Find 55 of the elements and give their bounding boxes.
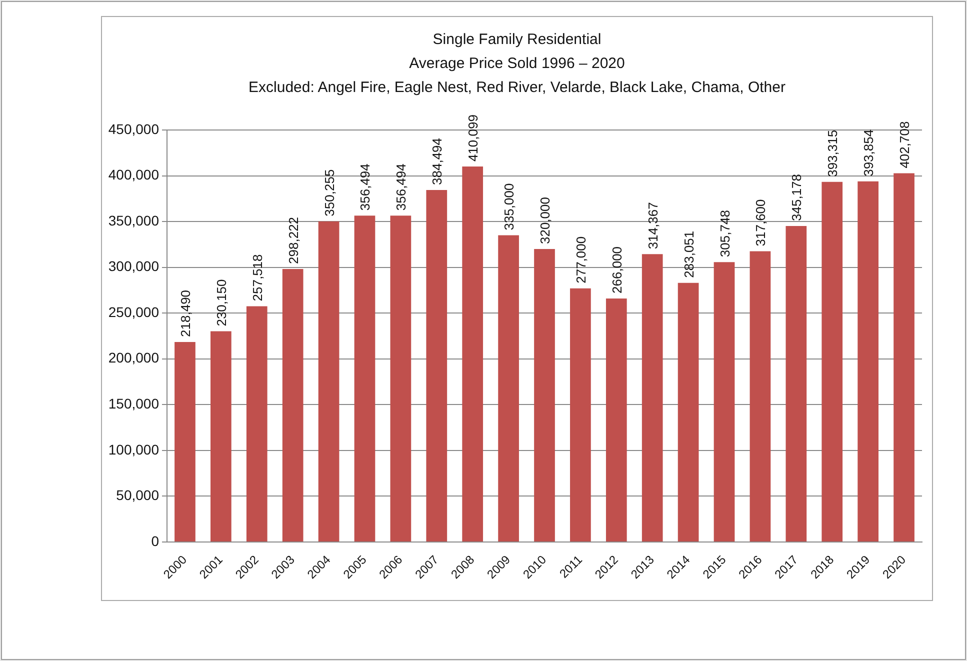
y-tick-label: 50,000 xyxy=(116,487,160,504)
data-label: 393,315 xyxy=(825,130,840,177)
y-tick-label: 150,000 xyxy=(108,396,160,412)
data-label: 345,178 xyxy=(789,174,804,221)
data-label: 277,000 xyxy=(573,236,588,284)
y-tick-label: 200,000 xyxy=(108,350,160,366)
bar xyxy=(750,251,771,542)
bar xyxy=(714,262,735,542)
bar xyxy=(606,298,627,542)
bar xyxy=(246,306,268,542)
bar xyxy=(390,216,412,542)
bar xyxy=(822,182,843,542)
data-label: 320,000 xyxy=(538,197,552,244)
bar xyxy=(858,181,878,542)
bar xyxy=(318,221,340,542)
y-tick-label: 0 xyxy=(151,532,160,549)
bar xyxy=(570,288,591,542)
bar xyxy=(174,342,196,542)
data-label: 317,600 xyxy=(753,199,768,246)
y-tick-label: 450,000 xyxy=(108,120,160,137)
data-label: 305,748 xyxy=(717,210,732,258)
y-tick-label: 350,000 xyxy=(108,212,160,228)
data-label: 335,000 xyxy=(502,183,517,230)
data-label: 230,150 xyxy=(214,279,229,326)
data-label: 410,099 xyxy=(466,114,481,162)
bar xyxy=(786,226,807,542)
data-label: 393,854 xyxy=(861,129,876,176)
bar xyxy=(354,216,376,542)
bar xyxy=(462,166,484,542)
bar xyxy=(894,173,914,542)
data-label: 314,367 xyxy=(645,202,660,250)
bar xyxy=(498,235,519,542)
data-label: 218,490 xyxy=(178,290,193,337)
data-label: 356,494 xyxy=(358,164,373,211)
data-label: 402,708 xyxy=(897,121,912,168)
y-tick-label: 400,000 xyxy=(108,166,160,183)
data-label: 356,494 xyxy=(394,164,409,211)
data-label: 283,051 xyxy=(681,230,696,278)
bar xyxy=(282,268,304,542)
data-label: 384,494 xyxy=(430,138,445,185)
data-label: 298,222 xyxy=(286,216,301,264)
data-label: 266,000 xyxy=(609,246,624,294)
bar xyxy=(534,249,555,542)
y-tick-label: 300,000 xyxy=(108,258,160,274)
bar xyxy=(210,331,232,542)
y-tick-label: 250,000 xyxy=(108,304,160,320)
bar xyxy=(642,254,663,542)
data-label: 257,518 xyxy=(250,254,265,302)
y-tick-label: 100,000 xyxy=(108,441,160,458)
text: Excluded: Angel Fire, Eagle Nest, Red River, Velarde, Black Lake, Chama, Other xyxy=(248,79,786,96)
bar xyxy=(678,282,699,542)
chart-subtitle: Average Price Sold 1996 – 2020 xyxy=(408,55,626,72)
data-label: 350,255 xyxy=(322,169,337,216)
chart-title: Single Family Residential xyxy=(432,31,602,48)
bar xyxy=(426,190,448,542)
